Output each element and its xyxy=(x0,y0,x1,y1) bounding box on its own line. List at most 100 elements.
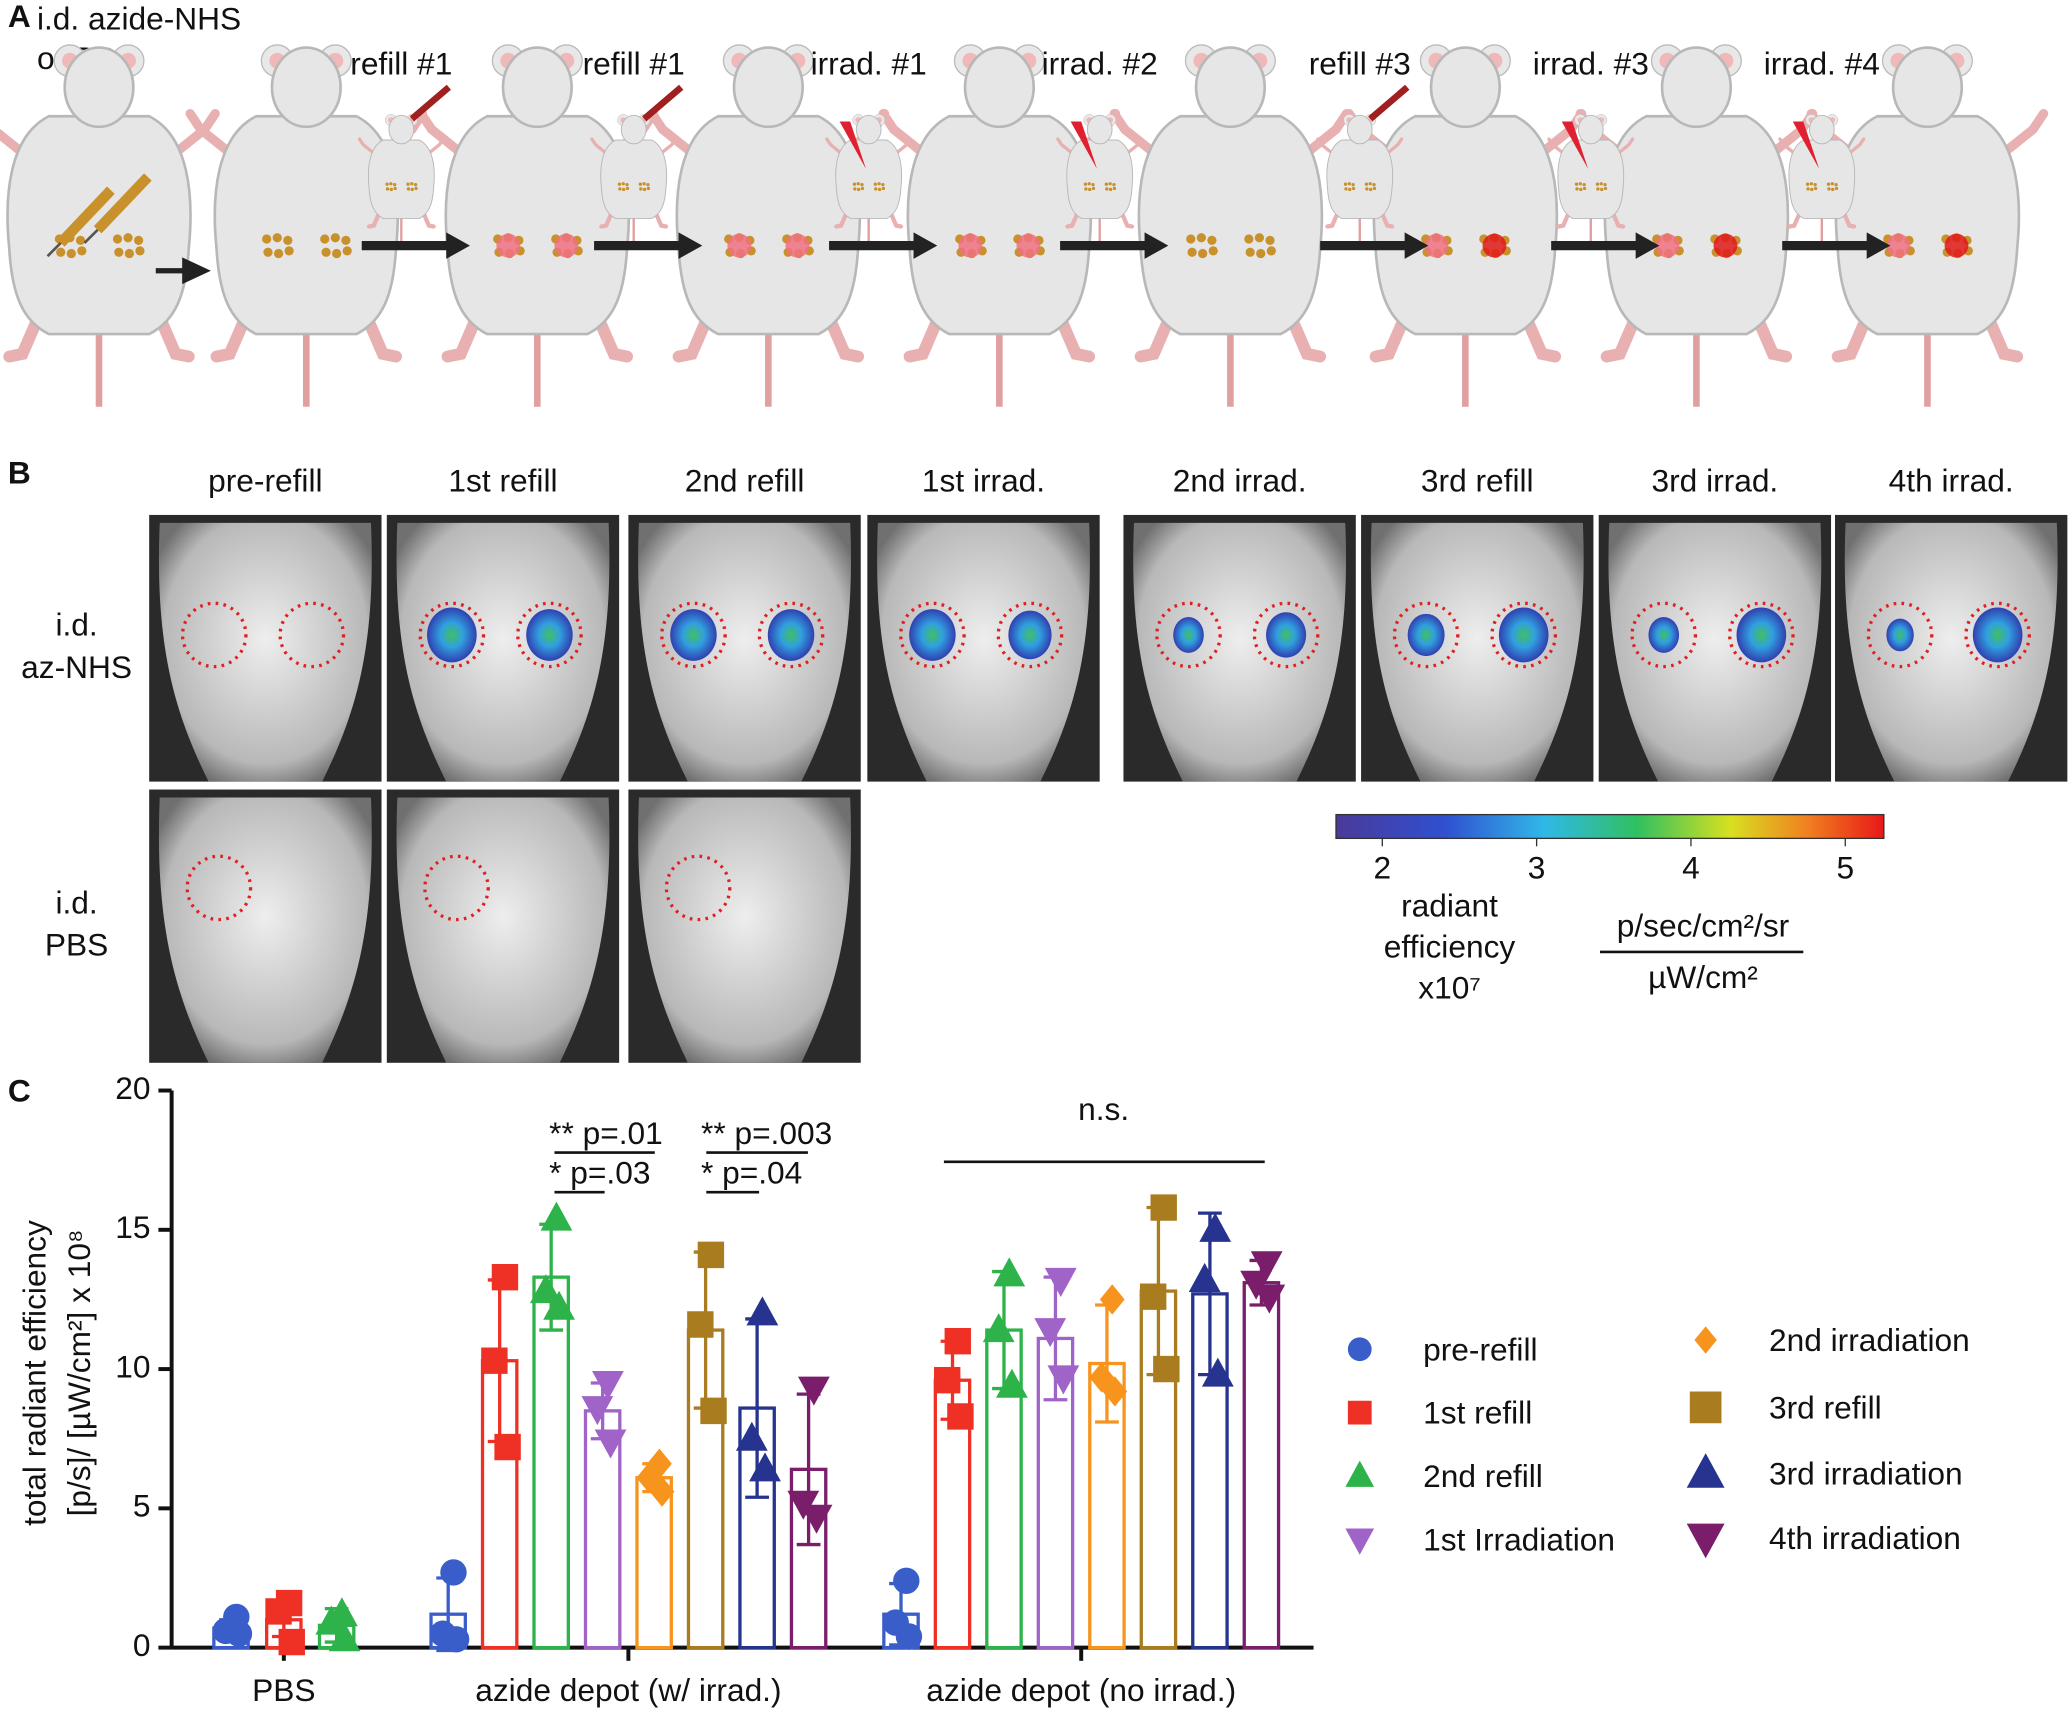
point xyxy=(1347,1337,1372,1362)
x-tick-label: PBS xyxy=(252,1672,315,1708)
y-tick-label: 0 xyxy=(133,1627,151,1663)
depot-dot xyxy=(1600,187,1604,192)
column-label: 3rd refill xyxy=(1421,463,1534,499)
roi-circle xyxy=(180,601,248,669)
leg xyxy=(1369,308,1412,363)
depot-dot xyxy=(618,187,622,191)
depot-dot xyxy=(1187,247,1197,257)
depot-dot xyxy=(1347,182,1351,186)
depot-dot xyxy=(642,182,646,186)
signal xyxy=(1498,607,1549,663)
depot-dot xyxy=(56,247,66,257)
point xyxy=(1240,1270,1273,1300)
colorbar-unit: µW/cm² xyxy=(1648,959,1758,995)
roi-circle xyxy=(1252,601,1320,669)
depot-dot xyxy=(1603,183,1607,187)
point xyxy=(1201,1357,1234,1387)
mouse-illustration xyxy=(590,114,678,245)
depot-dot xyxy=(272,233,282,243)
depot-dot xyxy=(1351,186,1356,191)
depot-dot xyxy=(646,186,651,191)
arm xyxy=(590,137,610,156)
leg xyxy=(1841,209,1857,229)
roi-circle xyxy=(1728,601,1795,669)
depot-dot xyxy=(1579,187,1583,192)
depot-dot xyxy=(860,183,864,187)
point xyxy=(947,1403,974,1430)
point xyxy=(797,1376,830,1406)
depot-dot xyxy=(1087,182,1091,186)
column-label: 4th irrad. xyxy=(1889,463,2014,499)
mouse-illustration xyxy=(185,44,428,407)
arm xyxy=(185,108,239,161)
leg xyxy=(1065,209,1081,229)
legend-marker xyxy=(1347,1400,1372,1425)
body xyxy=(906,114,1093,336)
leg xyxy=(1052,308,1096,363)
depot-dot xyxy=(1208,246,1218,256)
depot-dot xyxy=(342,246,352,256)
arm xyxy=(0,128,32,161)
roi-circle xyxy=(185,854,253,922)
roi-circle xyxy=(1490,601,1558,669)
depot-dot xyxy=(1351,183,1355,187)
depot-signal xyxy=(1424,233,1449,258)
arrow-head xyxy=(678,232,703,259)
signal xyxy=(526,609,573,661)
depot-dot xyxy=(1266,246,1276,256)
mouse-illustration xyxy=(1056,114,1144,245)
head xyxy=(1086,114,1113,145)
arrow xyxy=(155,257,211,285)
arrow-head xyxy=(1635,232,1660,259)
head xyxy=(501,46,573,129)
roi-circle xyxy=(1630,601,1698,669)
depot-dot xyxy=(112,234,123,244)
arm xyxy=(1547,137,1567,156)
depot-dot xyxy=(1805,182,1810,186)
leg xyxy=(1749,308,1793,363)
roi-circle xyxy=(1155,601,1222,669)
depot-dot xyxy=(77,246,87,256)
leg xyxy=(821,308,865,363)
arm xyxy=(357,137,377,156)
leg xyxy=(3,308,46,363)
column-label: 2nd irrad. xyxy=(1173,463,1307,499)
bar xyxy=(1242,1281,1281,1650)
leg xyxy=(420,209,436,229)
depot-dot xyxy=(133,235,144,245)
point xyxy=(328,1622,361,1652)
head xyxy=(1660,46,1733,129)
depot-dot xyxy=(1348,187,1352,192)
legend-label: 2nd irradiation xyxy=(1769,1322,1970,1358)
legend-label: 3rd refill xyxy=(1769,1389,1882,1425)
leg xyxy=(887,209,904,229)
depot-dot xyxy=(1108,182,1112,186)
colorbar-label: x10⁷ xyxy=(1418,970,1481,1006)
leg xyxy=(903,308,946,363)
panel-label: B xyxy=(8,455,31,491)
point xyxy=(996,1368,1028,1398)
step-label: refill #3 xyxy=(1309,45,1411,81)
point xyxy=(1139,1283,1167,1310)
depot-dot xyxy=(881,183,885,187)
signal xyxy=(427,607,477,663)
depot-dot xyxy=(857,187,861,192)
depot-dot xyxy=(881,186,886,191)
legend-label: 4th irradiation xyxy=(1769,1520,1961,1556)
laser xyxy=(1070,121,1098,170)
leg xyxy=(1379,209,1395,229)
arrow-head xyxy=(446,232,470,259)
mouse-illustration xyxy=(825,114,913,245)
signal xyxy=(1648,616,1680,653)
point xyxy=(1250,1251,1283,1281)
arm xyxy=(1056,137,1076,156)
depot-dot xyxy=(1083,182,1088,186)
significance-label: * p=.03 xyxy=(549,1154,650,1190)
depot-dot xyxy=(1108,187,1113,192)
mouse-illustration xyxy=(1806,44,2049,407)
significance-label: * p=.04 xyxy=(701,1154,802,1190)
body xyxy=(1066,139,1134,219)
roi-circle xyxy=(660,601,727,669)
roi-circle xyxy=(423,854,490,922)
depot-signal xyxy=(1713,233,1738,258)
